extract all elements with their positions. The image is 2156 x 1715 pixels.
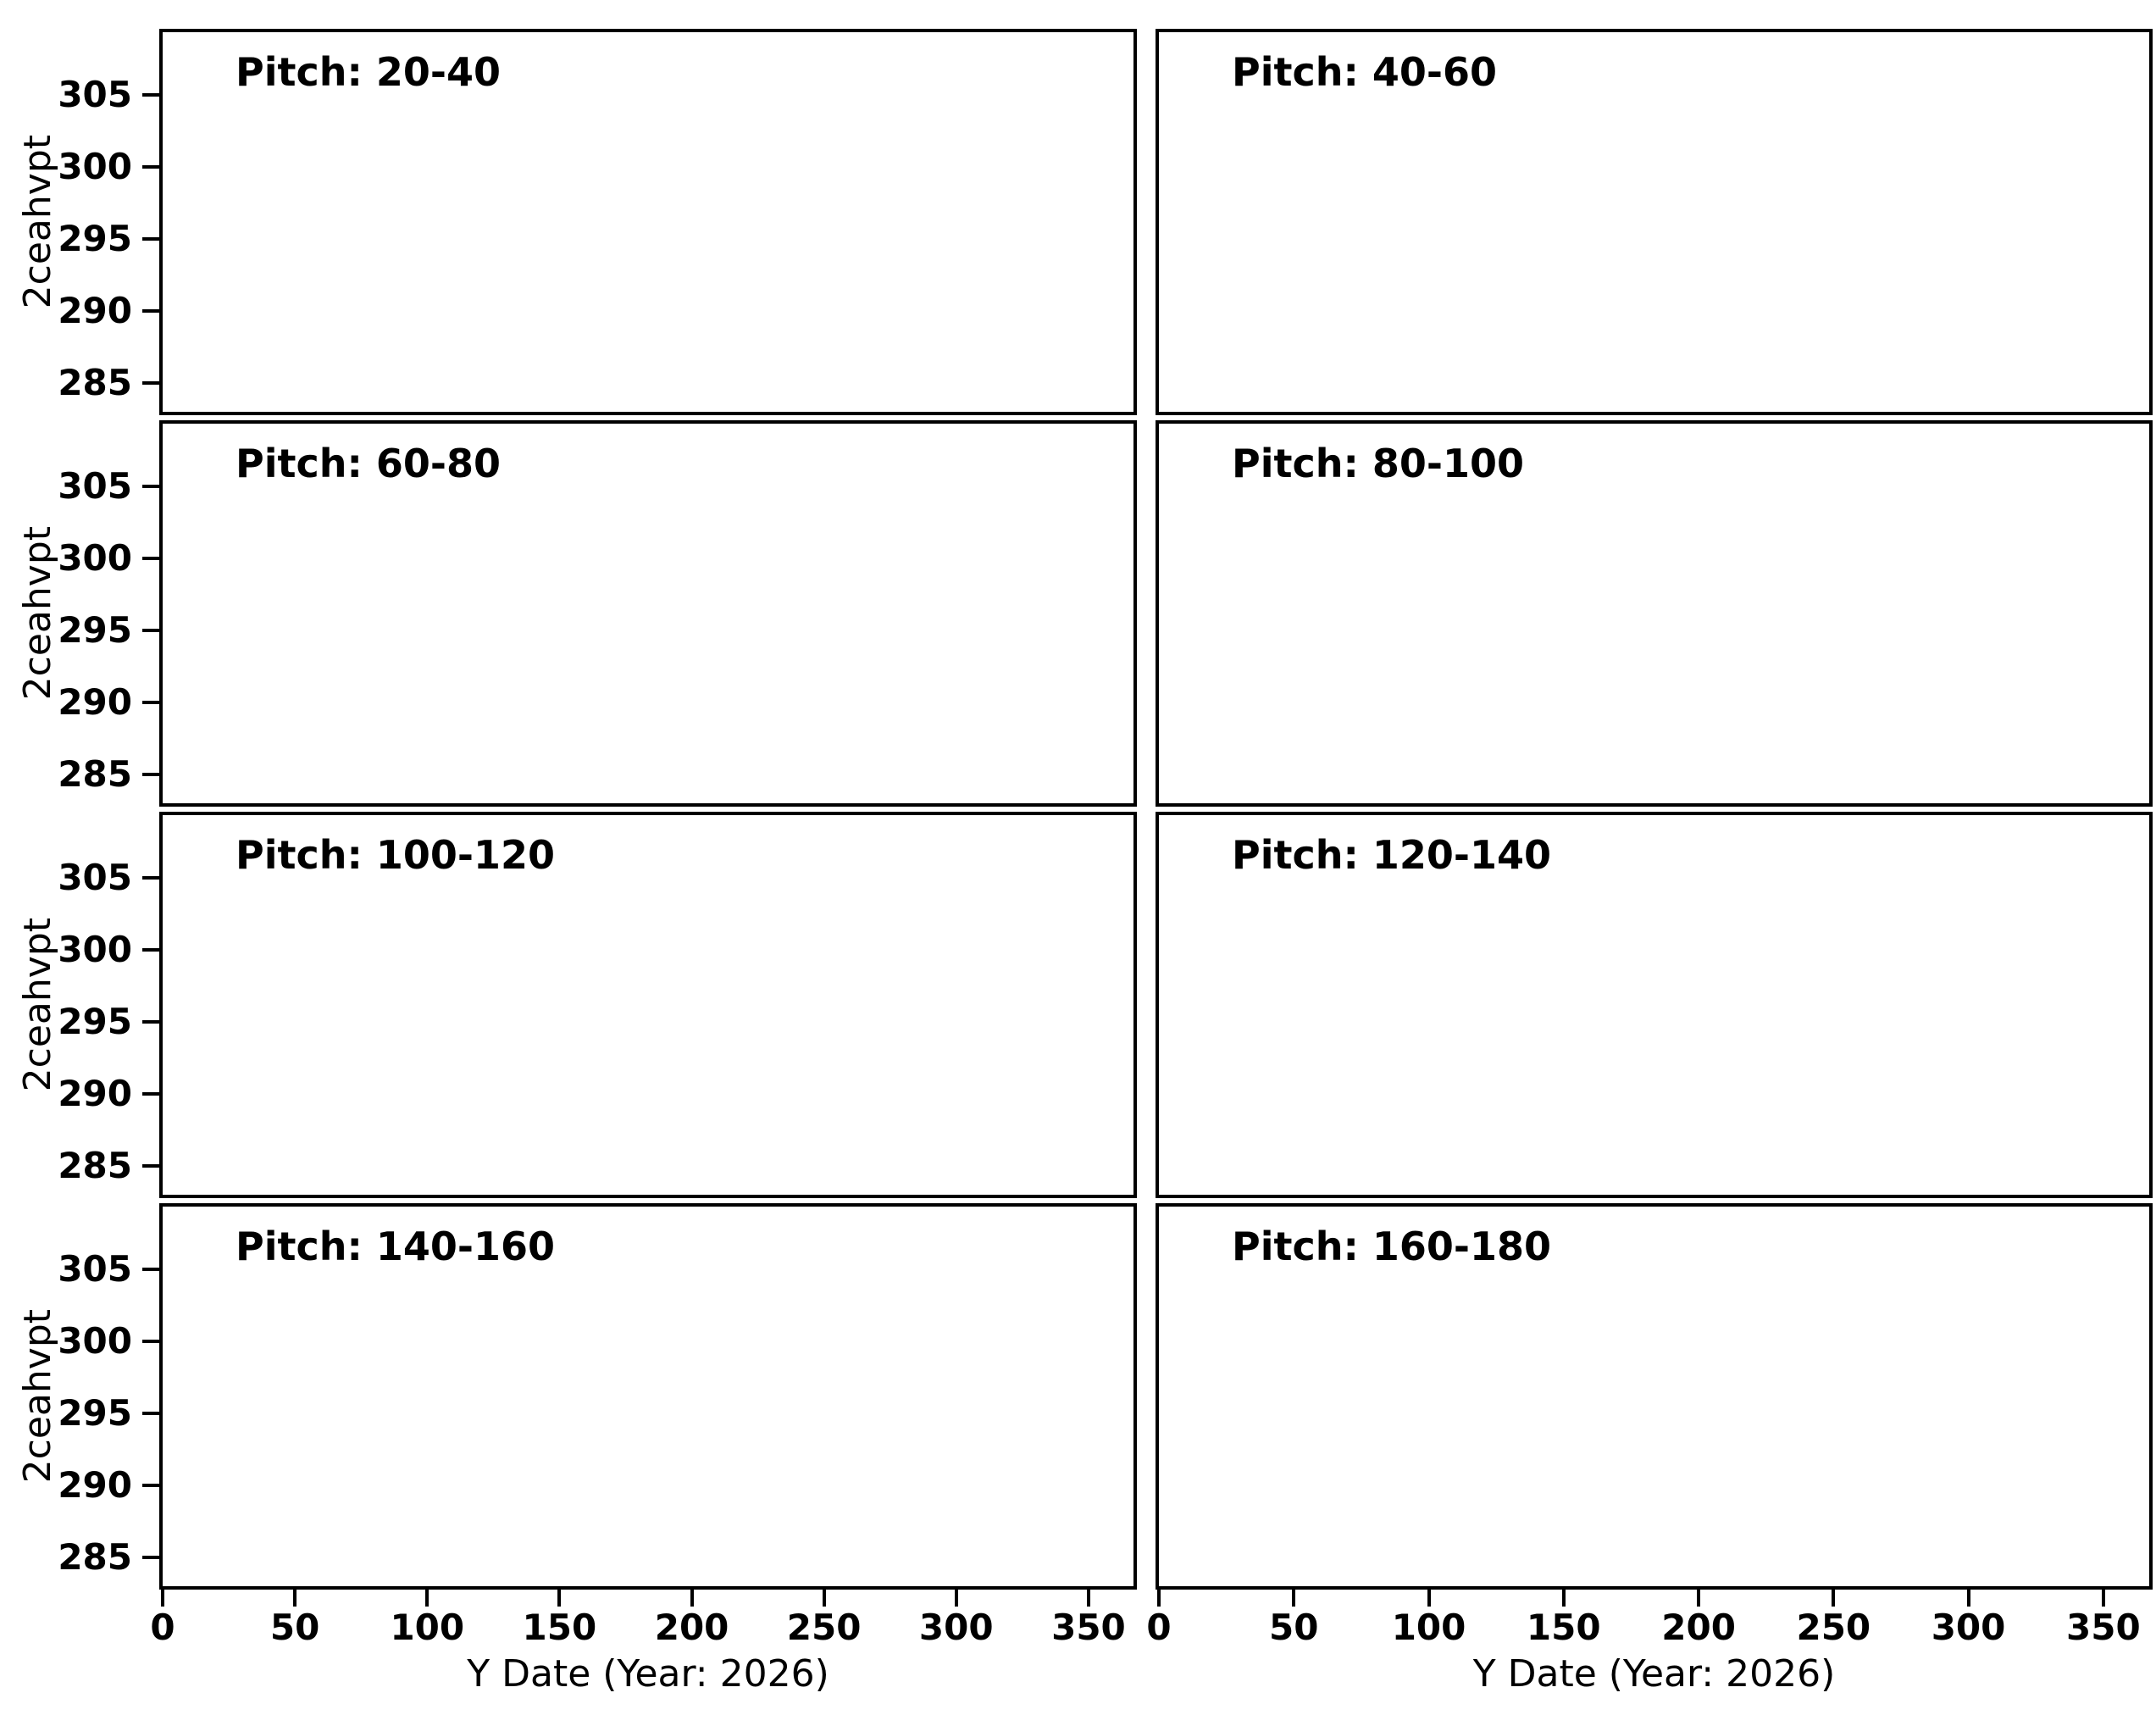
y-tick-mark (142, 1556, 159, 1560)
x-tick-mark (690, 1590, 694, 1607)
subplot-title: Pitch: 100-120 (236, 832, 556, 878)
subplot-pitch-60-80: Pitch: 60-80 305 300 295 290 285 (58, 420, 1137, 807)
y-tick-mark (142, 701, 159, 705)
subplot-pitch-160-180: Pitch: 160-180 0 50 100 150 200 250 300 … (1146, 1203, 2153, 1693)
y-tick-mark (142, 1020, 159, 1024)
x-tick-mark (1427, 1590, 1431, 1607)
y-axis-label-text: 2ceahvpt (16, 526, 59, 701)
subplot-title: Pitch: 20-40 (236, 49, 502, 95)
x-tick-label: 250 (1796, 1607, 1871, 1648)
x-axis-label: Y Date (Year: 2026) (1472, 1652, 1836, 1696)
y-axis-label: 2ceahvpt (12, 29, 64, 415)
y-tick-label: 300 (58, 146, 132, 188)
subplot-title: Pitch: 120-140 (1232, 832, 1552, 878)
x-tick-label: 300 (918, 1607, 994, 1648)
y-axis-label-text: 2ceahvpt (16, 918, 59, 1092)
y-tick-mark (142, 1340, 159, 1344)
y-tick-label: 295 (58, 218, 132, 260)
x-tick-label: 0 (150, 1607, 175, 1648)
y-tick-label: 285 (58, 362, 132, 404)
x-tick-mark (822, 1590, 826, 1607)
x-tick-label: 200 (1661, 1607, 1736, 1648)
y-tick-mark (142, 237, 159, 241)
y-tick-mark (142, 381, 159, 386)
y-tick-mark (142, 165, 159, 169)
x-axis-label: Y Date (Year: 2026) (467, 1652, 829, 1696)
y-tick-label: 300 (58, 537, 132, 580)
subplot-title: Pitch: 140-160 (236, 1224, 556, 1269)
x-tick-label: 150 (522, 1607, 597, 1648)
y-tick-mark (142, 1092, 159, 1096)
y-tick-label: 290 (58, 290, 132, 332)
subplot-pitch-40-60: Pitch: 40-60 (1156, 29, 2153, 415)
y-tick-label: 305 (58, 1247, 132, 1290)
y-tick-label: 285 (58, 753, 132, 796)
y-tick-mark (142, 557, 159, 561)
y-tick-mark (142, 92, 159, 97)
x-tick-mark (954, 1590, 958, 1607)
y-tick-label: 295 (58, 609, 132, 652)
y-tick-label: 295 (58, 1001, 132, 1043)
y-tick-label: 300 (58, 929, 132, 971)
y-tick-mark (142, 309, 159, 314)
x-tick-label: 100 (1391, 1607, 1466, 1648)
x-tick-label: 50 (1268, 1607, 1319, 1648)
y-axis-label-text: 2ceahvpt (16, 1309, 59, 1484)
y-tick-label: 295 (58, 1392, 132, 1435)
y-tick-mark (142, 629, 159, 633)
y-tick-label: 305 (58, 856, 132, 898)
y-tick-mark (142, 1164, 159, 1168)
y-tick-mark (142, 875, 159, 880)
subplot-title: Pitch: 80-100 (1232, 441, 1525, 486)
y-tick-mark (142, 773, 159, 777)
x-tick-mark (425, 1590, 430, 1607)
x-tick-label: 250 (786, 1607, 862, 1648)
x-tick-label: 350 (1051, 1607, 1126, 1648)
x-tick-mark (161, 1590, 164, 1607)
x-tick-label: 300 (1931, 1607, 2006, 1648)
y-tick-label: 285 (58, 1536, 132, 1579)
subplot-pitch-100-120: Pitch: 100-120 305 300 295 290 285 (58, 812, 1137, 1198)
x-tick-mark (557, 1590, 562, 1607)
subplot-pitch-140-160: Pitch: 140-160 305 300 295 290 285 0 50 … (58, 1203, 1137, 1693)
subplot-pitch-80-100: Pitch: 80-100 (1156, 420, 2153, 807)
x-tick-mark (2101, 1590, 2105, 1607)
y-tick-label: 290 (58, 681, 132, 724)
x-tick-mark (293, 1590, 297, 1607)
subplot-title: Pitch: 40-60 (1232, 49, 1498, 95)
y-tick-label: 305 (58, 73, 132, 115)
x-tick-label: 150 (1526, 1607, 1601, 1648)
subplot-title: Pitch: 60-80 (236, 441, 502, 486)
y-tick-label: 290 (58, 1073, 132, 1115)
y-tick-mark (142, 484, 159, 488)
y-tick-mark (142, 1412, 159, 1416)
subplot-pitch-20-40: Pitch: 20-40 305 300 295 290 285 (58, 29, 1137, 415)
y-tick-label: 300 (58, 1320, 132, 1363)
y-tick-mark (142, 1267, 159, 1271)
x-tick-mark (1157, 1590, 1161, 1607)
x-tick-mark (1832, 1590, 1836, 1607)
x-tick-label: 350 (2066, 1607, 2141, 1648)
x-tick-label: 0 (1146, 1607, 1172, 1648)
y-axis-label: 2ceahvpt (12, 812, 64, 1198)
y-axis-label: 2ceahvpt (12, 1203, 64, 1590)
subplot-pitch-120-140: Pitch: 120-140 (1156, 812, 2153, 1198)
x-tick-mark (1966, 1590, 1970, 1607)
x-tick-mark (1086, 1590, 1090, 1607)
y-axis-label-text: 2ceahvpt (16, 135, 59, 309)
y-tick-label: 305 (58, 464, 132, 507)
y-tick-mark (142, 948, 159, 952)
y-tick-mark (142, 1484, 159, 1488)
x-tick-mark (1697, 1590, 1701, 1607)
x-tick-label: 100 (390, 1607, 465, 1648)
x-tick-mark (1292, 1590, 1296, 1607)
y-tick-label: 285 (58, 1145, 132, 1187)
y-tick-label: 290 (58, 1464, 132, 1507)
subplot-title: Pitch: 160-180 (1232, 1224, 1552, 1269)
x-tick-label: 200 (654, 1607, 729, 1648)
x-tick-label: 50 (269, 1607, 320, 1648)
x-tick-mark (1561, 1590, 1566, 1607)
y-axis-label: 2ceahvpt (12, 420, 64, 807)
